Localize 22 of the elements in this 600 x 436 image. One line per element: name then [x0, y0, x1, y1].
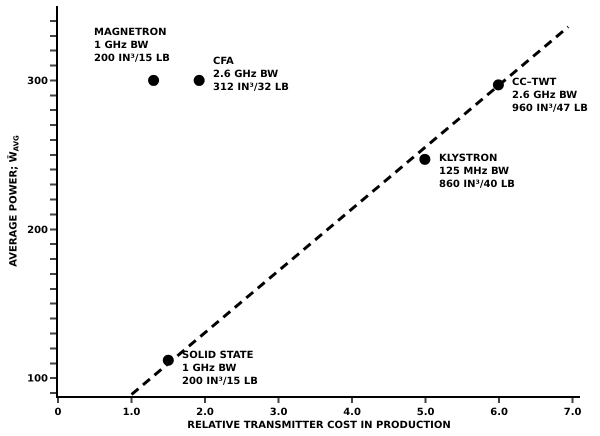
annotation: KLYSTRON 125 MHz BW 860 IN³/40 LB: [439, 153, 515, 190]
x-tick-label: 4.0: [343, 407, 361, 418]
point: [419, 154, 430, 165]
annotation: SOLID STATE 1 GHz BW 200 IN³/15 LB: [182, 350, 258, 387]
y-tick-label: 200: [27, 224, 48, 236]
point: [148, 74, 160, 86]
annotation: CFA 2.6 GHz BW 312 IN³/32 LB: [213, 56, 289, 93]
annotation: CC–TWT 2.6 GHz BW 960 IN³/47 LB: [512, 77, 588, 114]
x-tick-label: 7.0: [564, 407, 582, 418]
x-tick-label: 0: [54, 407, 62, 418]
point: [194, 74, 205, 86]
x-tick-label: 6.0: [490, 407, 508, 418]
x-tick-label: 2.0: [196, 407, 214, 418]
point: [162, 354, 174, 366]
y-tick-label: 100: [27, 374, 48, 385]
x-tick-label: 1.0: [122, 407, 140, 418]
x-axis-title: RELATIVE TRANSMITTER COST IN PRODUCTION: [187, 420, 451, 431]
x-tick-label: 5.0: [416, 407, 435, 418]
annotation: MAGNETRON 1 GHz BW 200 IN³/15 LB: [94, 27, 170, 64]
y-tick-label: 300: [27, 76, 48, 87]
point: [492, 79, 504, 90]
x-tick-label: 3.0: [270, 407, 288, 418]
